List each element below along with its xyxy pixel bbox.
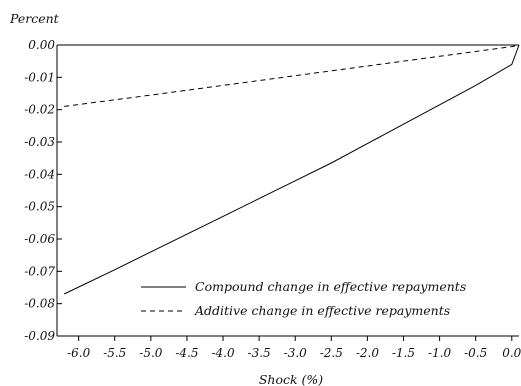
y-tick-label: -0.03 — [24, 135, 55, 149]
series-layer — [63, 44, 520, 295]
x-tick-label: -2.0 — [356, 346, 380, 360]
series-line-2 — [64, 44, 520, 107]
x-tick-label: -4.5 — [175, 346, 198, 360]
y-axis-title: Percent — [9, 11, 60, 26]
legend-label-1: Compound change in effective repayments — [195, 279, 466, 294]
x-axis-title: Shock (%) — [259, 372, 323, 386]
y-tick-label: -0.05 — [24, 200, 55, 214]
y-tick-label: -0.01 — [24, 70, 55, 84]
y-tick-label: -0.08 — [24, 297, 55, 311]
x-tick-label: -2.5 — [320, 346, 343, 360]
y-tick-label: 0.00 — [28, 38, 55, 52]
legend-label-2: Additive change in effective repayments — [194, 303, 450, 318]
legend: Compound change in effective repayments A… — [141, 279, 466, 318]
x-tick-label: 0.0 — [502, 346, 521, 360]
series-line-1 — [63, 44, 520, 295]
x-tick-label: -3.5 — [248, 346, 271, 360]
y-tick-label: -0.04 — [24, 167, 55, 181]
x-tick-label: -4.0 — [211, 346, 235, 360]
x-tick-label: -1.5 — [392, 346, 415, 360]
y-tick-label: -0.06 — [24, 232, 55, 246]
x-tick-label: -5.0 — [139, 346, 163, 360]
x-tick-label: -1.0 — [428, 346, 452, 360]
y-tick-label: -0.02 — [24, 103, 55, 117]
y-tick-label: -0.07 — [24, 264, 55, 278]
axes: 0.00 -0.01 -0.02 -0.03 -0.04 -0.05 -0.06 -0.07 -… — [24, 38, 521, 360]
x-tick-label: -0.5 — [464, 346, 487, 360]
x-tick-label: -6.0 — [67, 346, 91, 360]
x-tick-label: -5.5 — [103, 346, 126, 360]
y-tick-label: -0.09 — [24, 329, 55, 343]
x-tick-label: -3.0 — [284, 346, 308, 360]
